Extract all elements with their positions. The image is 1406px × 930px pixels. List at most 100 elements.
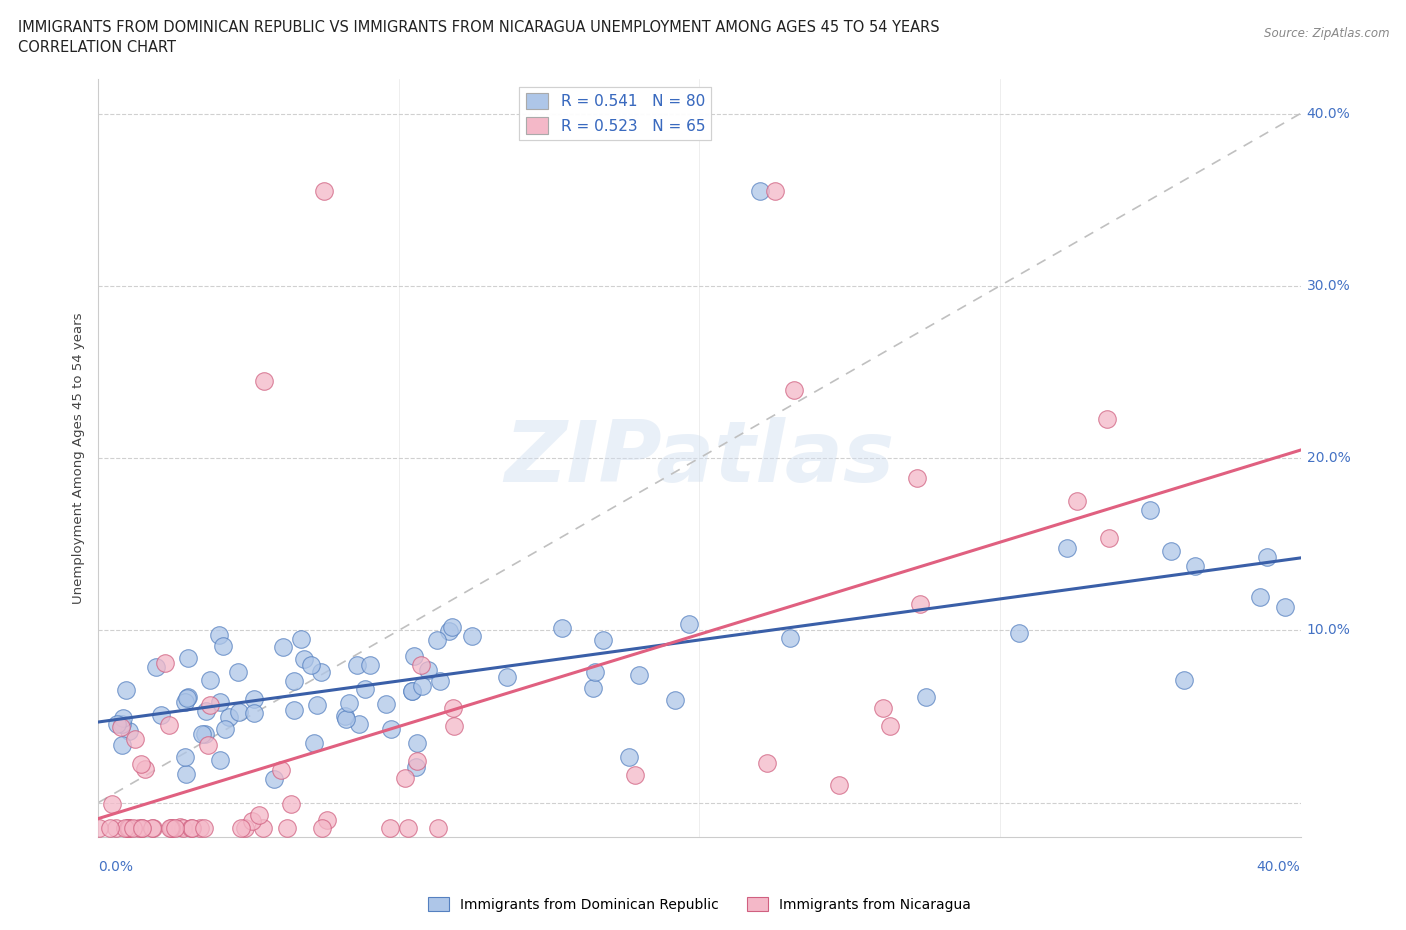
Point xyxy=(104,821,127,836)
Point xyxy=(1008,626,1031,641)
Point xyxy=(181,821,204,836)
Point xyxy=(198,672,221,687)
Point xyxy=(150,707,173,722)
Point xyxy=(114,821,136,836)
Point xyxy=(117,821,139,836)
Text: Source: ZipAtlas.com: Source: ZipAtlas.com xyxy=(1264,27,1389,40)
Point xyxy=(312,183,335,198)
Text: CORRELATION CHART: CORRELATION CHART xyxy=(18,40,176,55)
Point xyxy=(335,711,357,726)
Point xyxy=(441,700,464,715)
Point xyxy=(283,702,305,717)
Point xyxy=(159,821,181,836)
Point xyxy=(145,660,167,675)
Point xyxy=(1184,558,1206,573)
Point xyxy=(333,709,356,724)
Point xyxy=(763,183,786,198)
Text: 30.0%: 30.0% xyxy=(1306,279,1350,293)
Point xyxy=(426,633,449,648)
Point xyxy=(273,639,295,654)
Point xyxy=(169,819,191,834)
Point xyxy=(160,821,183,836)
Point xyxy=(177,689,200,704)
Text: 0.0%: 0.0% xyxy=(98,860,134,874)
Point xyxy=(198,698,221,712)
Y-axis label: Unemployment Among Ages 45 to 54 years: Unemployment Among Ages 45 to 54 years xyxy=(72,312,86,604)
Point xyxy=(406,754,429,769)
Point xyxy=(416,663,439,678)
Point xyxy=(1139,502,1161,517)
Point xyxy=(316,813,339,828)
Point xyxy=(437,624,460,639)
Point xyxy=(401,684,423,698)
Point xyxy=(134,762,156,777)
Point xyxy=(131,821,153,836)
Point xyxy=(827,777,849,792)
Point xyxy=(283,674,305,689)
Point xyxy=(159,821,181,836)
Point xyxy=(118,821,141,836)
Point xyxy=(374,697,396,711)
Point xyxy=(411,658,433,672)
Point xyxy=(307,698,329,712)
Point xyxy=(290,632,312,647)
Point xyxy=(582,681,605,696)
Point xyxy=(105,716,128,731)
Point xyxy=(1098,530,1121,545)
Point xyxy=(779,631,801,645)
Point xyxy=(353,682,375,697)
Point xyxy=(101,797,124,812)
Point xyxy=(280,796,302,811)
Point xyxy=(111,717,134,732)
Point xyxy=(128,821,150,836)
Point xyxy=(1056,540,1078,555)
Point xyxy=(429,673,451,688)
Point xyxy=(131,821,153,836)
Point xyxy=(115,683,138,698)
Point xyxy=(226,665,249,680)
Point xyxy=(177,651,200,666)
Point xyxy=(197,737,219,752)
Point xyxy=(242,706,264,721)
Point xyxy=(214,722,236,737)
Point xyxy=(664,692,686,707)
Point xyxy=(583,665,606,680)
Point xyxy=(461,629,484,644)
Point xyxy=(263,771,285,786)
Point xyxy=(617,750,640,764)
Point xyxy=(309,664,332,679)
Point xyxy=(748,183,770,198)
Point xyxy=(347,717,370,732)
Point xyxy=(118,724,141,738)
Point xyxy=(124,732,146,747)
Point xyxy=(872,700,894,715)
Point xyxy=(1066,493,1088,508)
Point xyxy=(129,757,152,772)
Point xyxy=(678,616,700,631)
Point xyxy=(905,471,928,485)
Point xyxy=(380,821,402,836)
Point xyxy=(879,718,901,733)
Point xyxy=(292,651,315,666)
Point xyxy=(402,648,425,663)
Point xyxy=(142,821,165,836)
Point xyxy=(755,755,778,770)
Point xyxy=(141,821,163,836)
Point xyxy=(172,821,194,836)
Point xyxy=(311,821,333,836)
Point xyxy=(346,658,368,672)
Point xyxy=(157,717,180,732)
Point xyxy=(193,821,215,836)
Point xyxy=(191,726,214,741)
Point xyxy=(253,373,276,388)
Point xyxy=(208,628,231,643)
Point xyxy=(110,720,132,735)
Point xyxy=(443,719,465,734)
Point xyxy=(174,750,197,764)
Point xyxy=(180,821,202,836)
Point xyxy=(441,619,464,634)
Point xyxy=(1274,599,1296,614)
Point xyxy=(229,821,252,836)
Point xyxy=(299,658,322,673)
Point xyxy=(174,695,197,710)
